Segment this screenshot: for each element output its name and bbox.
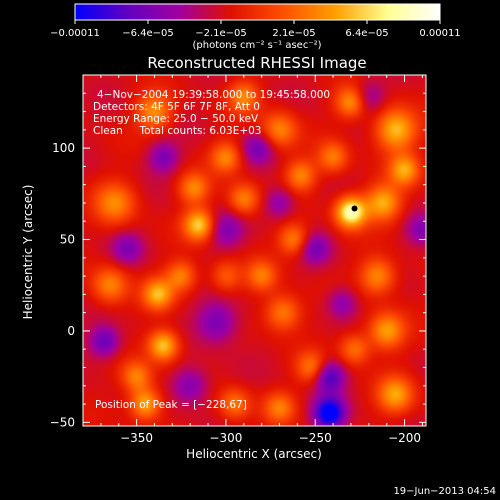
colorbar-unit: (photons cm⁻² s⁻¹ asec⁻²) bbox=[192, 40, 321, 51]
render-date: 19−Jun−2013 04:54 bbox=[393, 486, 496, 497]
y-axis: −50 0 50 100 bbox=[50, 74, 426, 429]
y-tick-label: −50 bbox=[50, 415, 75, 429]
annotation-detectors: Detectors: 4F 5F 6F 7F 8F, Att 0 bbox=[93, 101, 260, 113]
peak-marker bbox=[351, 205, 358, 212]
y-tick-label: 0 bbox=[67, 324, 75, 338]
y-tick-label: 100 bbox=[52, 141, 75, 155]
colorbar-tick-label: −2.1e−05 bbox=[195, 28, 247, 39]
heatmap-area bbox=[83, 75, 426, 426]
x-axis: −350 −300 −250 −200 bbox=[82, 75, 423, 445]
y-tick-label: 50 bbox=[60, 233, 75, 247]
colorbar-tick-label: 0.00011 bbox=[419, 28, 460, 39]
annotation-energy-range: Energy Range: 25.0 − 50.0 keV bbox=[93, 113, 259, 125]
x-tick-label: −250 bbox=[299, 431, 332, 445]
colorbar-tick-label: −6.4e−05 bbox=[122, 28, 174, 39]
heatmap-image bbox=[83, 75, 426, 426]
colorbar-tick-label: 6.4e−05 bbox=[345, 28, 388, 39]
plot-frame bbox=[82, 74, 427, 427]
colorbar-ticks: −0.00011 −6.4e−05 −2.1e−05 2.1e−05 6.4e−05 0.… bbox=[50, 20, 461, 39]
colorbar-frame bbox=[74, 3, 441, 21]
colorbar: −0.00011 −6.4e−05 −2.1e−05 2.1e−05 6.4e−05 0.… bbox=[50, 3, 461, 51]
y-axis-label: Heliocentric Y (arcsec) bbox=[21, 185, 35, 320]
observation-annotations: 4−Nov−2004 19:39:58.000 to 19:45:58.000 … bbox=[93, 89, 330, 411]
x-tick-label: −350 bbox=[120, 431, 153, 445]
x-tick-label: −300 bbox=[209, 431, 242, 445]
x-axis-label: Heliocentric X (arcsec) bbox=[186, 447, 322, 461]
annotation-peak-position: Position of Peak = [−228,67] bbox=[95, 399, 247, 411]
colorbar-tick-label: 2.1e−05 bbox=[272, 28, 315, 39]
heatmap-container bbox=[83, 75, 426, 426]
annotation-clean-counts: Clean Total counts: 6.03E+03 bbox=[93, 125, 262, 137]
annotation-time-range: 4−Nov−2004 19:39:58.000 to 19:45:58.000 bbox=[97, 89, 330, 101]
colorbar-bar bbox=[75, 4, 440, 20]
chart-title: Reconstructed RHESSI Image bbox=[147, 54, 366, 72]
colorbar-tick-label: −0.00011 bbox=[50, 28, 100, 39]
x-tick-label: −200 bbox=[388, 431, 421, 445]
